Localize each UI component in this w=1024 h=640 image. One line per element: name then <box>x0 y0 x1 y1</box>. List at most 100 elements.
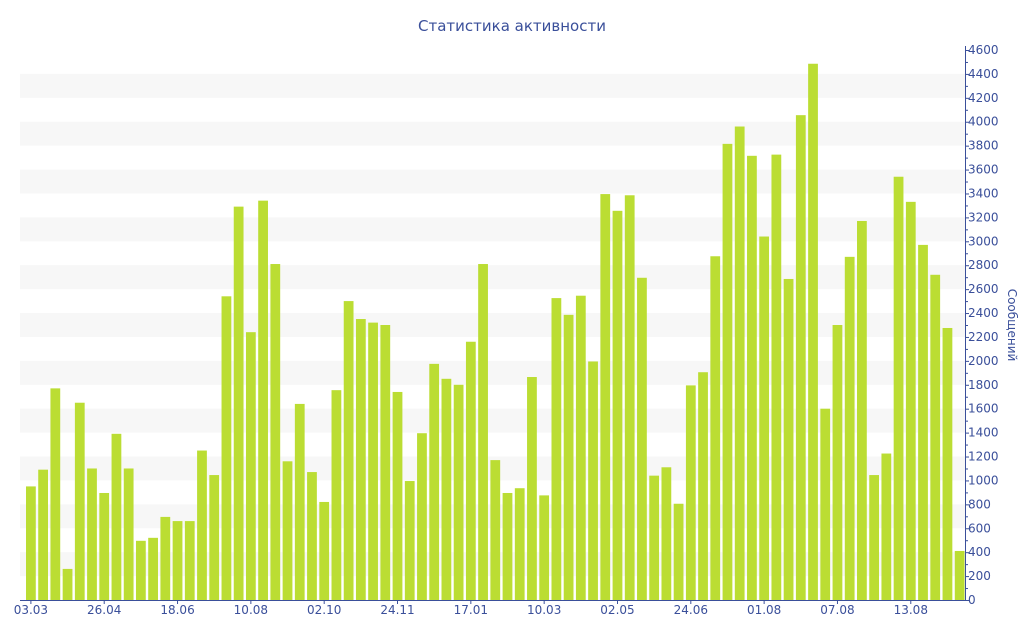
x-tick-label: 13.08 <box>894 603 928 617</box>
y-tick-label: 2400 <box>968 306 999 320</box>
bar <box>465 341 476 600</box>
bar <box>99 492 110 600</box>
y-tick-label: 3600 <box>968 163 999 177</box>
y-tick-label: 3400 <box>968 186 999 200</box>
x-tick-label: 07.08 <box>820 603 854 617</box>
bar <box>685 385 696 600</box>
x-tick-label: 03.03 <box>14 603 48 617</box>
bar <box>294 403 305 600</box>
bar <box>673 503 684 600</box>
bar <box>539 495 550 600</box>
x-tick-label: 01.08 <box>747 603 781 617</box>
y-tick-label: 2600 <box>968 282 999 296</box>
y-tick-label: 1600 <box>968 402 999 416</box>
x-tick-label: 10.03 <box>527 603 561 617</box>
y-tick-label: 200 <box>968 569 991 583</box>
bar <box>783 278 794 600</box>
y-tick-label: 4000 <box>968 115 999 129</box>
grid-band <box>20 265 965 290</box>
bar <box>135 540 146 600</box>
bar <box>624 195 635 601</box>
bar <box>869 475 880 600</box>
bar <box>368 322 378 600</box>
bar <box>844 256 855 600</box>
grid-band <box>20 313 965 337</box>
y-tick-label: 1800 <box>968 378 999 392</box>
y-tick-label: 3000 <box>968 234 999 248</box>
bar <box>698 372 708 600</box>
bar <box>954 550 965 600</box>
bar <box>905 201 916 600</box>
bar <box>197 450 207 600</box>
y-tick-label: 1400 <box>968 426 999 440</box>
bar <box>710 256 721 600</box>
y-tick-label: 2200 <box>968 330 999 344</box>
bar <box>148 537 158 600</box>
bar <box>563 314 574 600</box>
bar <box>514 488 525 600</box>
y-tick-label: 4200 <box>968 91 999 105</box>
bar <box>600 194 611 600</box>
x-tick-label: 10.08 <box>234 603 268 617</box>
bar <box>453 384 464 600</box>
bar <box>881 453 892 600</box>
y-tick-label: 3800 <box>968 139 999 153</box>
bar <box>808 63 818 600</box>
bar <box>233 206 244 600</box>
bar <box>490 460 501 600</box>
bar <box>392 391 403 600</box>
bar <box>502 492 513 600</box>
grid-band <box>20 360 965 385</box>
y-tick-label: 600 <box>968 521 991 535</box>
bar <box>930 274 941 600</box>
bar <box>893 176 904 600</box>
bar <box>87 468 97 600</box>
bar <box>172 521 183 600</box>
x-tick-label: 02.05 <box>600 603 634 617</box>
y-tick-label: 1200 <box>968 450 999 464</box>
bar <box>747 155 757 600</box>
bar <box>380 325 391 600</box>
y-tick-label: 0 <box>968 593 976 607</box>
bar <box>771 154 782 600</box>
bar <box>942 327 953 600</box>
bar <box>307 472 317 600</box>
y-tick-label: 400 <box>968 545 991 559</box>
bar <box>404 481 415 600</box>
y-tick-label: 800 <box>968 497 991 511</box>
y-tick-label: 4400 <box>968 67 999 81</box>
bar <box>588 361 598 600</box>
bar <box>820 408 831 600</box>
bar <box>26 486 36 600</box>
y-axis-label: Сообщений <box>1005 289 1019 362</box>
bar <box>319 501 330 600</box>
bar <box>111 433 122 600</box>
bar <box>50 388 61 600</box>
bar <box>795 115 806 601</box>
bar <box>832 325 843 600</box>
y-tick-label: 2000 <box>968 354 999 368</box>
bar <box>343 301 354 600</box>
bar <box>245 332 256 600</box>
grid-band <box>20 121 965 146</box>
bar <box>478 264 488 600</box>
bar <box>527 377 537 600</box>
bar <box>661 467 672 600</box>
bar <box>417 433 427 600</box>
x-tick-label: 24.11 <box>380 603 414 617</box>
bar <box>575 295 586 600</box>
bar <box>123 468 134 600</box>
y-tick-label: 2800 <box>968 258 999 272</box>
x-tick-label: 02.10 <box>307 603 341 617</box>
x-tick-label: 26.04 <box>87 603 121 617</box>
x-tick-label: 18.06 <box>160 603 194 617</box>
bar <box>734 126 745 601</box>
bar <box>857 220 867 600</box>
x-tick-label: 17.01 <box>454 603 488 617</box>
bar <box>160 516 171 600</box>
bar <box>270 264 281 600</box>
bar <box>612 210 623 600</box>
bar <box>759 236 770 601</box>
bar <box>221 296 232 600</box>
